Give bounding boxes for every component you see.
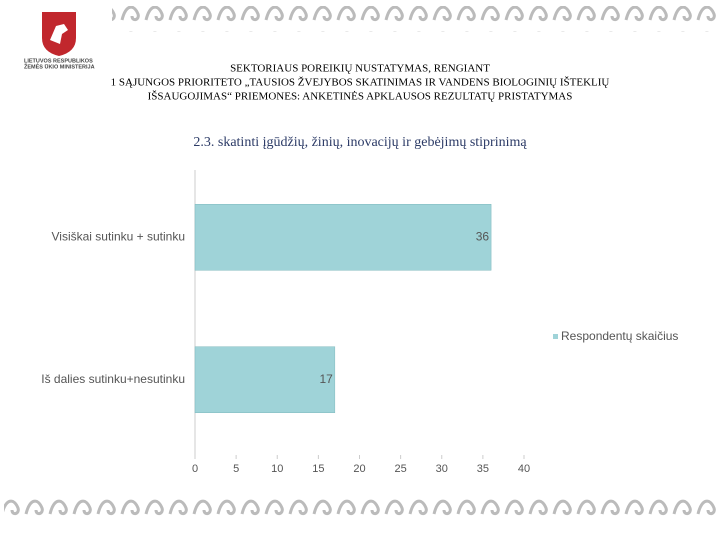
- logo-text: ŽEMĖS ŪKIO MINISTERIJA: [24, 62, 95, 70]
- x-tick-label: 25: [395, 463, 407, 475]
- legend-label: Respondentų skaičius: [561, 329, 678, 343]
- bar: [194, 346, 336, 413]
- x-tick-label: 20: [353, 463, 365, 475]
- x-tick-label: 30: [436, 463, 448, 475]
- legend-swatch: [553, 334, 558, 339]
- x-tick-label: 0: [192, 463, 198, 475]
- category-label: Iš dalies sutinku+nesutinku: [41, 372, 185, 386]
- chart-title: 2.3. skatinti įgūdžių, žinių, inovacijų …: [193, 135, 527, 150]
- logo-knight: [50, 24, 68, 44]
- ornament-bottom: [4, 494, 716, 520]
- slide-title: SEKTORIAUS POREIKIŲ NUSTATYMAS, RENGIANT: [230, 63, 490, 75]
- slide-title: 1 SĄJUNGOS PRIORITETO „TAUSIOS ŽVEJYBOS …: [111, 77, 610, 89]
- x-tick-label: 5: [233, 463, 239, 475]
- ornament-top: [112, 6, 716, 32]
- x-tick-label: 10: [271, 463, 283, 475]
- category-label: Visiškai sutinku + sutinku: [51, 229, 185, 243]
- value-label: 36: [476, 229, 490, 243]
- x-tick-label: 15: [312, 463, 324, 475]
- value-label: 17: [319, 372, 333, 386]
- x-tick-label: 35: [477, 463, 489, 475]
- logo-text: LIETUVOS RESPUBLIKOS: [24, 58, 93, 64]
- slide-title: IŠSAUGOJIMAS“ PRIEMONES: ANKETINĖS APKLA…: [148, 91, 573, 103]
- bar: [194, 204, 492, 271]
- logo: LIETUVOS RESPUBLIKOS ŽEMĖS ŪKIO MINISTER…: [24, 12, 95, 70]
- x-tick-label: 40: [518, 463, 530, 475]
